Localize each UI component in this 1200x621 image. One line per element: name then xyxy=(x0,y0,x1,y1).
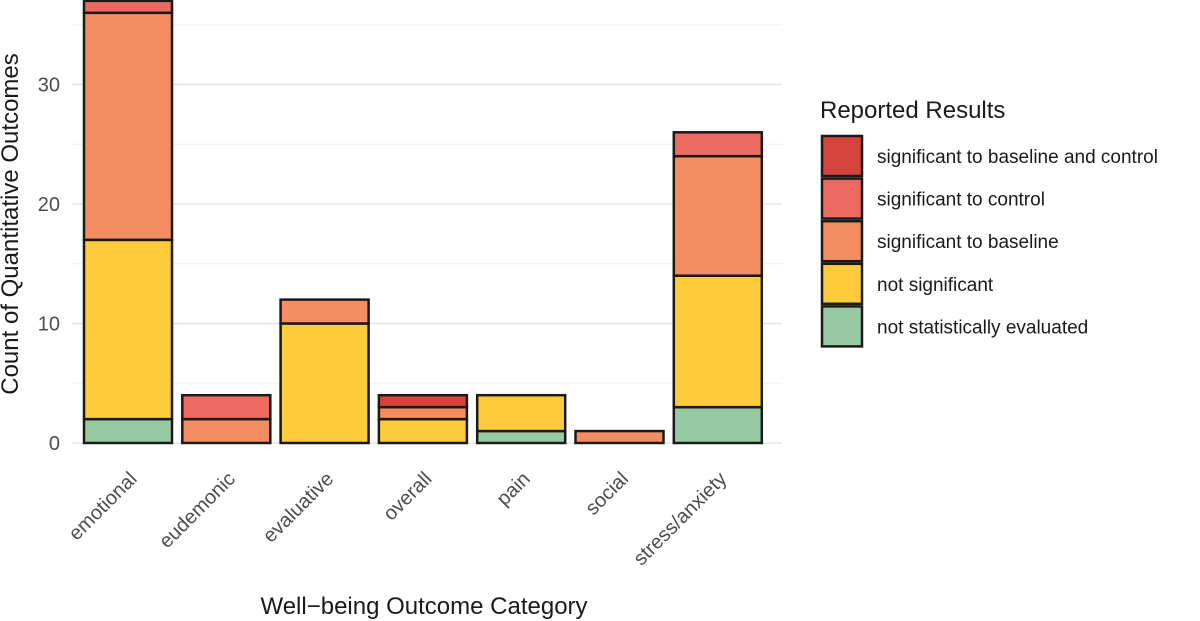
bar-segment xyxy=(475,393,567,433)
bar-segment xyxy=(672,154,764,277)
legend-swatch xyxy=(820,305,864,348)
bar-segment xyxy=(279,298,370,325)
x-axis-ticks: emotional eudemonic evaluative overall pain s… xyxy=(65,468,732,570)
bar-segment xyxy=(377,393,469,409)
x-tick-label: stress/anxiety xyxy=(629,468,731,570)
bar-segment xyxy=(377,405,469,421)
legend-title: Reported Results xyxy=(820,97,1005,124)
x-tick-label: eudemonic xyxy=(155,468,240,553)
bar-segment xyxy=(574,429,665,445)
legend: Reported Results significant to baseline… xyxy=(820,97,1158,348)
bar-segment xyxy=(377,417,469,445)
legend-label: significant to baseline xyxy=(877,232,1059,253)
bar-segment xyxy=(181,393,272,421)
legend-swatch xyxy=(820,262,864,306)
x-tick-label: pain xyxy=(492,468,534,510)
legend-swatch xyxy=(820,219,864,263)
x-tick-label: social xyxy=(581,468,633,520)
bar-segment xyxy=(475,429,567,445)
y-tick-label: 30 xyxy=(38,75,60,97)
y-tick-label: 20 xyxy=(38,194,60,216)
y-tick-label: 0 xyxy=(49,433,60,455)
bar-segment xyxy=(82,0,174,15)
legend-label: significant to control xyxy=(877,190,1045,211)
x-axis-title: Well−being Outcome Category xyxy=(260,593,587,620)
y-tick-label: 10 xyxy=(38,314,60,336)
bar-segment xyxy=(279,322,370,445)
x-tick-label: overall xyxy=(379,468,436,525)
legend-label: not statistically evaluated xyxy=(877,317,1088,338)
y-axis-title: Count of Quantitative Outcomes xyxy=(0,53,24,395)
bars xyxy=(82,0,764,445)
bar-segment xyxy=(82,417,174,445)
legend-label: not significant xyxy=(877,275,994,296)
y-axis-ticks: 0 10 20 30 xyxy=(38,75,60,456)
legend-label: significant to baseline and control xyxy=(877,147,1158,168)
bar-segment xyxy=(181,417,272,445)
x-tick-label: emotional xyxy=(65,468,142,545)
bar-segment xyxy=(672,405,764,445)
legend-swatch xyxy=(820,177,864,220)
bar-segment xyxy=(672,274,764,409)
legend-swatch xyxy=(820,134,864,178)
x-tick-label: evaluative xyxy=(259,468,338,547)
bar-segment xyxy=(672,131,764,158)
bar-segment xyxy=(82,238,174,421)
bar-segment xyxy=(82,11,174,242)
